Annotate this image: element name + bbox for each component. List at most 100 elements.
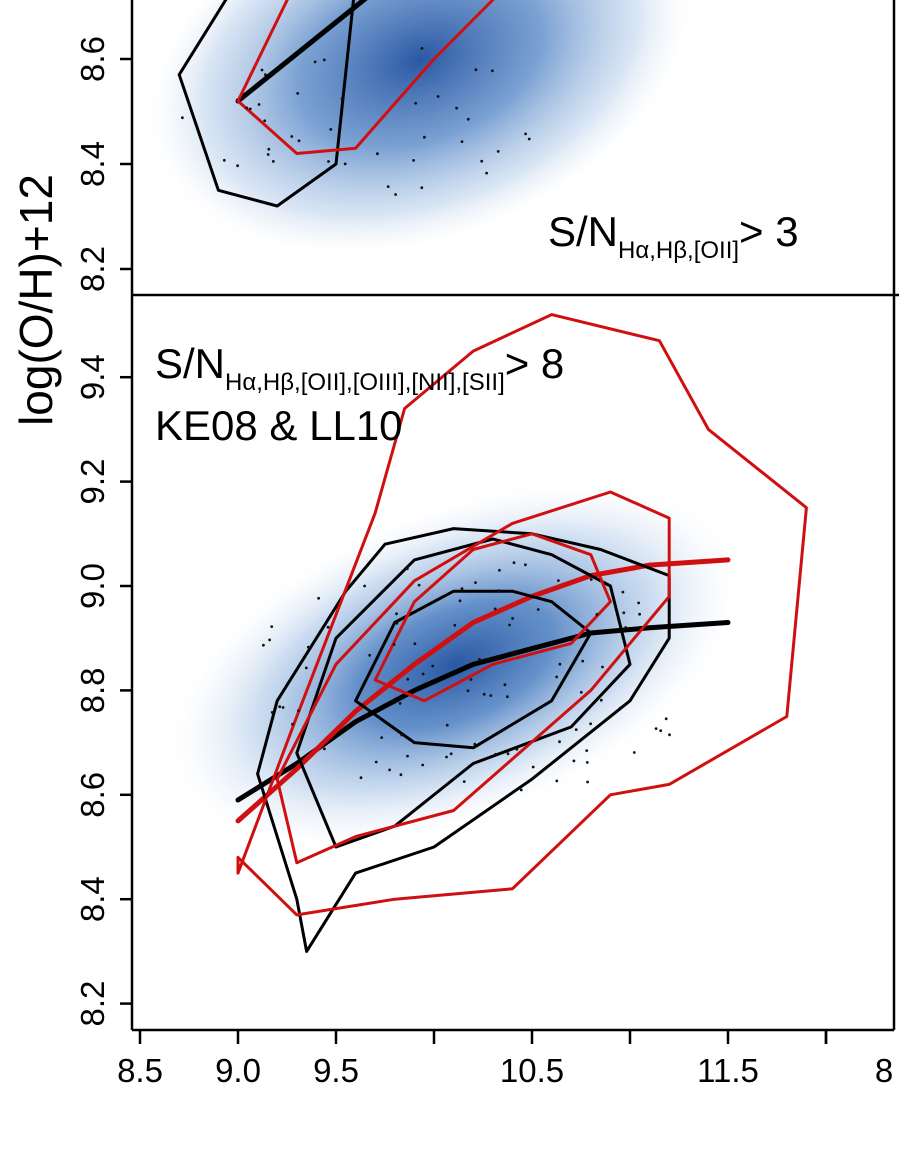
bottom-point [421,763,425,767]
bottom-point [555,675,559,679]
bottom-point [281,706,285,709]
bottom-point [445,723,449,727]
top-point [340,97,344,100]
bottom-series-group [235,313,808,953]
top-annotation-tail: > 3 [739,208,799,255]
bottom-point [392,643,396,646]
bottom-annotation-tail: > 8 [505,340,565,387]
bottom-point [474,581,477,584]
top-point [376,152,379,156]
bottom-point [506,752,510,756]
bottom-point [632,751,636,754]
bottom-point [624,626,628,629]
top-panel: 8.2 8.4 8.6 S/NHα,Hβ,[OII]> 3 [74,0,896,295]
top-series-black-fit [235,0,368,104]
bottom-point [621,590,625,594]
bottom-point [489,694,493,697]
top-point [329,127,333,131]
top-annotation: S/NHα,Hβ,[OII]> 3 [548,208,799,264]
bottom-series-black-contour-outer [256,527,671,953]
bottom-point [368,653,372,657]
bottom-series-black-contour-inner [354,589,593,750]
top-point [181,116,184,120]
bottom-point [654,727,658,730]
bottom-point [519,788,523,792]
xtick-label: 10.5 [500,1052,564,1089]
bottom-y-ticks: 8.2 8.4 8.6 8.8 9.0 9.2 9.4 [74,354,132,1027]
bottom-ytick-label: 8.8 [74,667,111,713]
top-point [412,159,415,162]
top-point [394,193,397,196]
bottom-point [317,596,320,600]
top-density-cloud [149,0,691,255]
bottom-point [398,702,402,705]
top-point [480,159,484,163]
bottom-point [498,568,501,572]
bottom-ytick-label: 8.2 [74,981,111,1027]
top-point [236,164,240,168]
bottom-point [458,599,462,603]
bottom-density-cloud [170,482,740,848]
bottom-point [511,617,514,620]
bottom-point [601,665,604,669]
top-point [460,140,464,144]
bottom-point [555,779,559,783]
bottom-point [374,760,378,764]
bottom-point [512,561,516,565]
top-point [267,147,271,151]
bottom-point [622,611,626,615]
top-point [485,171,488,175]
top-point [466,117,470,121]
bottom-point [270,625,274,628]
bottom-point [363,584,366,588]
bottom-series-red-contour-inner [373,532,612,703]
bottom-point [515,747,519,751]
top-point [263,119,267,123]
bottom-point [306,645,310,649]
top-series-group [177,0,495,208]
top-point [327,160,330,163]
bottom-point [494,752,497,756]
bottom-point [599,698,603,702]
top-point [260,68,264,72]
bottom-points-group [262,561,671,792]
bottom-point [417,583,421,587]
bottom-point [589,722,592,726]
bottom-series-red-fit [235,557,731,824]
top-point [343,162,347,166]
bottom-point [506,695,509,699]
top-point [222,158,226,162]
bottom-ytick-label: 8.6 [74,772,111,818]
y-axis-label: log(O/H)+12 [10,174,62,426]
top-annotation-main: S/N [548,208,618,255]
top-point [420,186,424,190]
bottom-ytick-label: 9.2 [74,459,111,505]
bottom-point [388,768,391,772]
top-ytick-label: 8.2 [74,246,111,292]
bottom-point [558,740,561,744]
top-ytick-label: 8.6 [74,36,111,82]
bottom-point [574,728,578,731]
xtick-label: 9.0 [215,1052,261,1089]
bottom-point [536,608,540,611]
top-point [297,139,301,143]
bottom-point [581,659,585,663]
bottom-point [595,613,599,616]
top-point [322,58,326,62]
bottom-point [618,706,622,710]
xtick-label: 9.5 [313,1052,359,1089]
bottom-point [558,662,562,666]
bottom-point [445,755,448,759]
top-point [245,106,249,110]
bottom-point [497,589,500,592]
bottom-series-red-contour-middle [275,490,671,865]
bottom-point [278,705,282,709]
bottom-point [431,664,435,668]
top-ytick-label: 8.4 [74,141,111,187]
bottom-point [572,759,576,763]
top-point [474,68,478,72]
bottom-point [460,587,464,591]
bottom-point [585,761,589,764]
bottom-annotation-line2: KE08 & LL10 [155,402,403,449]
top-point [414,101,418,105]
